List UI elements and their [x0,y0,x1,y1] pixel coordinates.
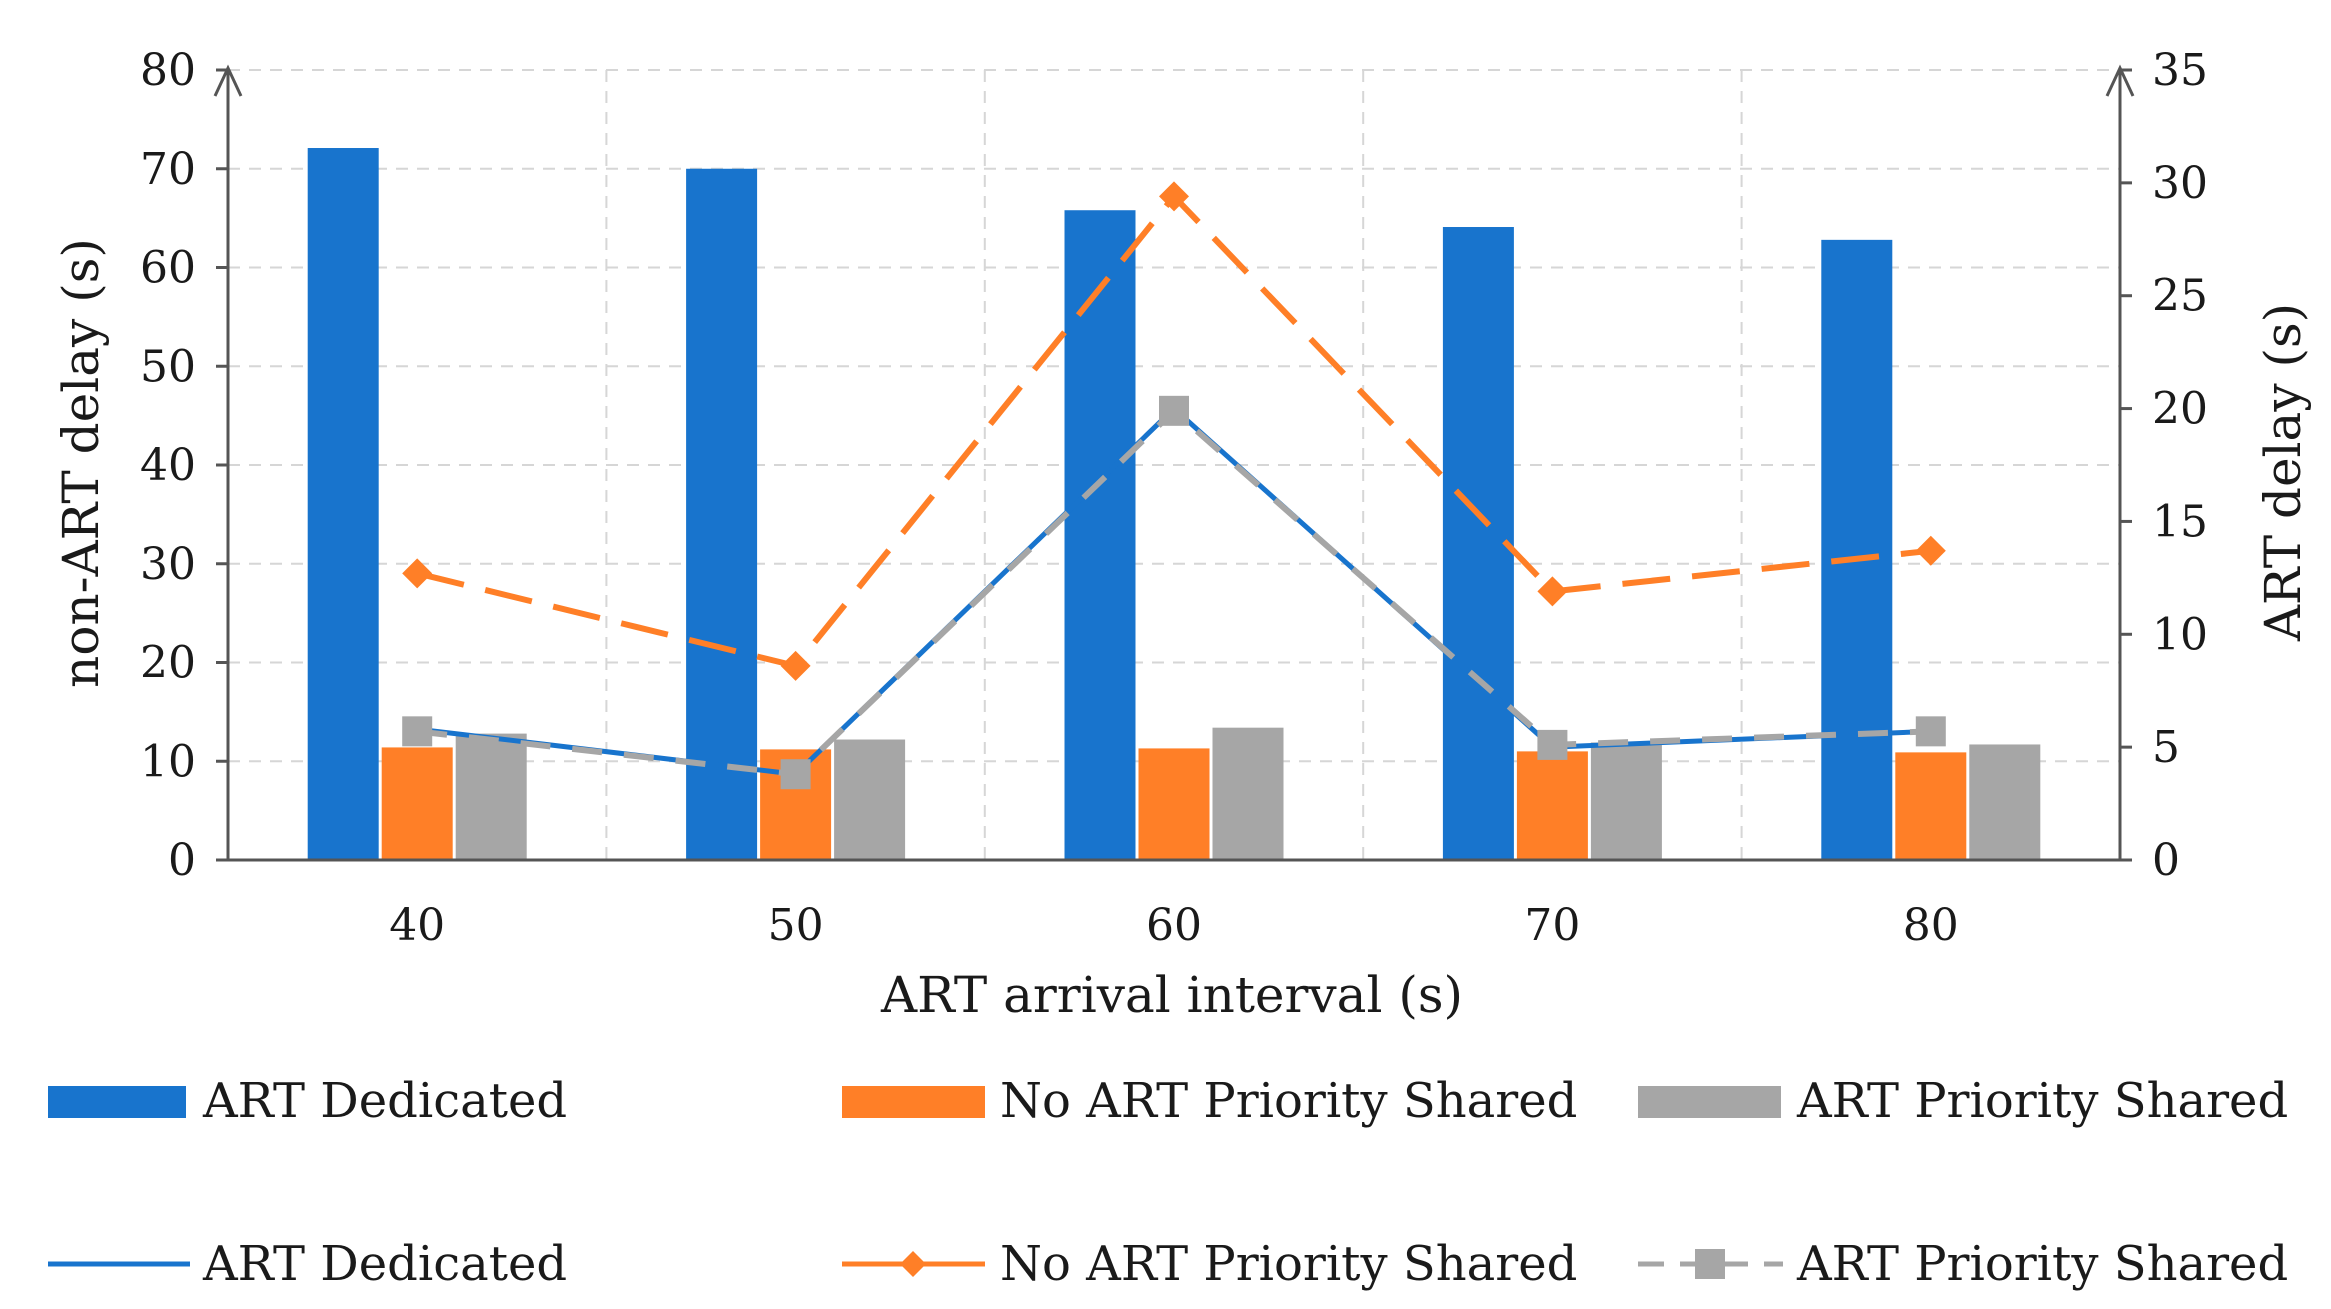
y-axis-left-title: non-ART delay (s) [52,238,110,688]
y-left-tick-label: 50 [140,341,196,392]
data-point-square [1915,716,1946,747]
y-left-tick-label: 60 [140,243,196,294]
arrow-up-icon [2105,64,2135,97]
y-left-tick-label: 0 [168,835,196,886]
data-point-square [780,759,811,790]
x-tick-label: 70 [1524,900,1580,951]
bar [1590,742,1662,860]
legend-item-bar-no-art-priority-shared: No ART Priority Shared [842,1073,1577,1129]
legend-item-bar-art-dedicated: ART Dedicated [48,1073,567,1129]
y-left-tick-label: 80 [140,45,196,96]
bar [1138,748,1210,860]
legend: ART Dedicated No ART Priority Shared ART… [48,1073,2288,1292]
data-point-square [1159,395,1189,426]
y-left-tick-label: 70 [140,144,196,195]
y-right-tick-label: 5 [2152,722,2180,773]
y-left-tick-label: 20 [140,638,196,689]
y-right-tick-label: 30 [2152,158,2208,209]
diamond-marker-icon [900,1251,926,1277]
bar [1442,227,1514,860]
bars [307,148,2041,861]
y-left-tick-label: 30 [140,539,196,590]
arrow-up-icon [213,64,243,97]
x-tick-label: 40 [389,900,445,951]
data-point-diamond [780,650,811,681]
bar [307,148,379,860]
tick-labels: 0 10 20 30 40 50 60 70 80 0 5 10 15 20 25 30 35 40 50 60 70 8… [140,45,2208,951]
legend-label: ART Priority Shared [1796,1073,2288,1129]
bar [686,168,758,860]
y-axis-right-title: ART delay (s) [2254,303,2312,642]
legend-label: No ART Priority Shared [1000,1236,1577,1292]
bar [1895,752,1967,860]
bar [1821,239,1893,861]
y-right-tick-label: 25 [2152,271,2208,322]
legend-swatch-bar-no-art-priority-shared [842,1086,985,1118]
data-point-square [1537,729,1568,760]
bar [381,747,453,860]
data-point-diamond [1159,181,1189,212]
y-right-tick-label: 0 [2152,835,2180,886]
legend-label: ART Dedicated [202,1073,567,1129]
legend-label: ART Dedicated [202,1236,567,1292]
data-point-diamond [1915,535,1946,566]
x-tick-label: 50 [768,900,824,951]
y-left-tick-label: 10 [140,736,196,787]
legend-item-bar-art-priority-shared: ART Priority Shared [1638,1073,2288,1129]
bar [834,739,906,860]
y-right-tick-label: 35 [2152,45,2208,96]
lines [402,181,1946,790]
legend-label: No ART Priority Shared [1000,1073,1577,1129]
y-right-tick-label: 20 [2152,384,2208,435]
bar [1516,751,1588,860]
axes [213,64,2135,862]
data-point-square [402,716,433,747]
bar [1969,744,2041,860]
x-axis-title: ART arrival interval (s) [880,966,1463,1024]
legend-item-line-art-dedicated: ART Dedicated [48,1236,567,1292]
series-line [416,406,1931,777]
legend-swatch-bar-art-dedicated [48,1086,186,1118]
bar [1064,210,1136,861]
data-point-diamond [402,558,433,589]
bar [1212,727,1284,860]
legend-item-line-art-priority-shared: ART Priority Shared [1638,1236,2288,1292]
data-point-diamond [1537,576,1568,607]
legend-label: ART Priority Shared [1796,1236,2288,1292]
legend-swatch-bar-art-priority-shared [1638,1086,1781,1118]
legend-item-line-no-art-priority-shared: No ART Priority Shared [842,1236,1577,1292]
x-tick-label: 60 [1146,900,1202,951]
y-right-tick-label: 10 [2152,609,2208,660]
x-tick-label: 80 [1903,900,1959,951]
y-left-tick-label: 40 [140,440,196,491]
square-marker-icon [1695,1249,1725,1279]
y-right-tick-label: 15 [2152,496,2208,547]
bar [455,733,527,860]
